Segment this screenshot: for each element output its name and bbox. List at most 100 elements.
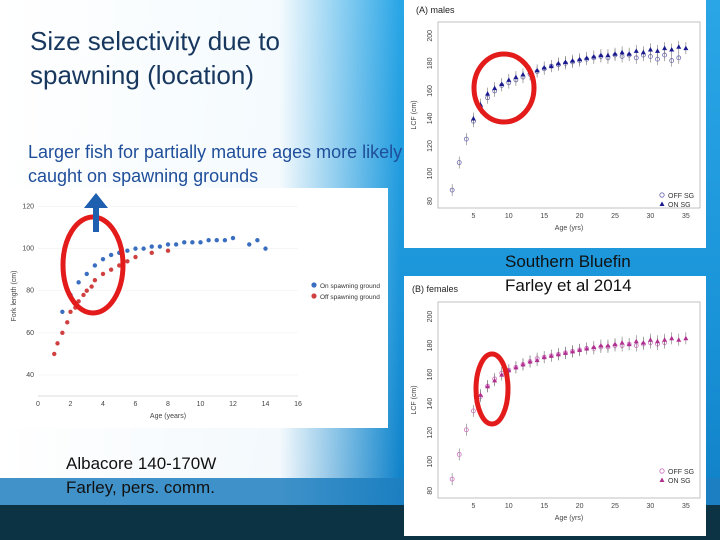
y-tick-label: 120 [427,427,434,439]
data-point [255,238,260,243]
data-point [626,341,632,347]
slide-subtitle: Larger fish for partially mature ages mo… [28,142,403,186]
x-axis-label: Age (years) [150,413,186,420]
x-tick-label: 10 [197,401,205,408]
data-point [263,246,268,251]
y-tick-label: 180 [427,340,434,352]
y-tick-label: 180 [427,57,434,69]
x-tick-label: 25 [611,213,619,220]
data-point [84,288,89,293]
females-scatter-plot: 5 10 15 20 25 30 35 80 100 120 140 160 180 200 Age (yr… [411,301,701,522]
data-point [541,64,547,70]
y-tick-label: 140 [427,398,434,410]
data-point [584,55,590,60]
x-tick-label: 35 [682,213,690,220]
y-tick-label: 80 [26,288,34,295]
y-tick-label: 100 [427,456,434,468]
data-point [598,52,604,58]
y-tick-label: 100 [22,246,34,253]
data-point [222,238,228,243]
credit-albacore-line2: Farley, pers. comm. [66,478,215,497]
data-point [626,51,632,56]
data-point [92,263,98,268]
x-tick-label: 12 [229,401,237,408]
data-point [683,335,689,341]
data-point [456,160,462,165]
data-point [133,246,138,251]
data-point [527,359,533,364]
credit-bluefin-line1: Southern Bluefin [505,252,631,271]
plot-frame [437,21,701,209]
data-point [683,45,689,51]
data-point [230,235,236,241]
data-point [633,48,639,53]
legend-label: ON SG [668,202,691,209]
credit-bluefin-line2: Farley et al 2014 [505,276,632,295]
data-point [605,343,611,348]
data-point [463,427,469,433]
data-point [52,351,57,357]
data-point [570,348,576,354]
x-tick-label: 15 [540,503,548,510]
data-point [65,320,70,325]
y-tick-label: 120 [427,140,434,152]
legend-label: Off spawning ground [320,294,380,301]
data-point [669,335,675,341]
data-point [584,345,590,351]
x-tick-label: 0 [36,401,40,408]
data-point [84,271,89,277]
x-axis-label: Age (yrs) [555,225,583,232]
data-point [76,280,81,285]
x-tick-label: 10 [505,503,513,510]
data-point [190,240,195,245]
data-point [108,252,114,258]
y-tick-label: 100 [427,168,434,180]
y-tick-label: 200 [427,30,434,42]
data-point [555,351,561,357]
data-point [676,337,682,342]
data-point [81,292,86,298]
y-tick-label: 40 [26,372,34,379]
slide-title: Size selectivity due to spawning (locati… [30,26,281,90]
y-tick-label: 60 [26,330,34,337]
data-point [100,256,106,262]
data-point [555,60,561,66]
data-point [125,248,130,253]
legend-label: On spawning ground [320,283,380,290]
data-point [669,58,675,63]
x-tick-label: 20 [576,213,584,220]
data-point [662,45,668,51]
data-point [676,55,682,61]
data-point [655,48,661,53]
data-point [92,278,98,283]
x-tick-label: 2 [69,401,73,408]
males-panel-title: (A) males [416,5,455,15]
y-tick-label: 140 [427,113,434,125]
data-point [647,337,653,342]
data-point [676,44,682,49]
x-tick-label: 4 [101,401,105,408]
data-point [117,250,122,256]
x-tick-label: 25 [611,503,619,510]
data-point [598,343,604,348]
data-point [562,59,568,64]
legend-marker [659,192,665,198]
x-tick-label: 8 [166,401,170,408]
legend-label: OFF SG [668,469,694,476]
x-tick-label: 6 [134,401,138,408]
data-point [165,242,171,247]
x-tick-label: 30 [647,503,655,510]
data-point [577,347,583,352]
legend-marker [659,201,665,206]
y-axis-label: LCF (cm) [411,100,418,129]
y-tick-label: 80 [427,197,434,205]
data-point [149,244,154,249]
data-point [669,47,675,52]
data-point [640,49,646,55]
data-point [73,305,78,310]
data-point [463,136,469,142]
x-tick-label: 14 [262,401,270,408]
data-point [173,242,179,247]
data-point [141,246,146,251]
y-tick-label: 200 [427,311,434,323]
